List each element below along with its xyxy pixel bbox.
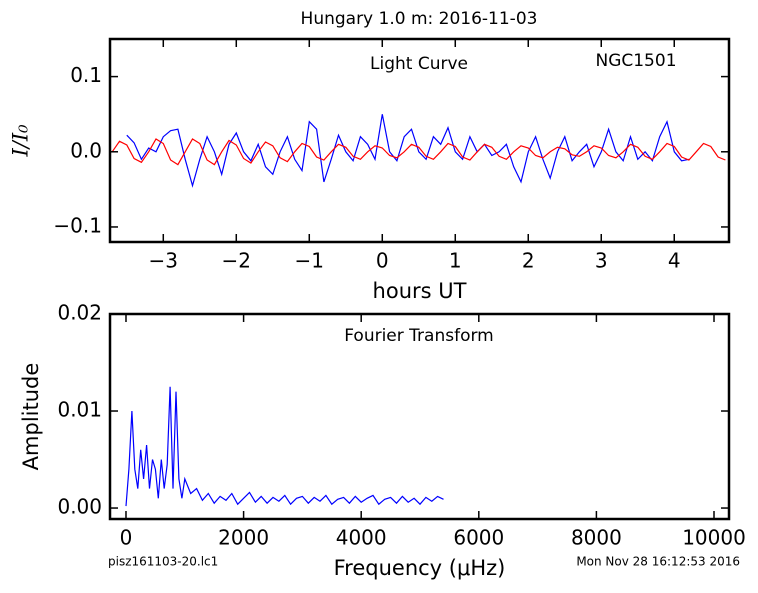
annotation: Fourier Transform (344, 326, 493, 346)
annotation: Light Curve (370, 54, 468, 74)
file-name: pisz161103-20.lc1 (108, 555, 218, 569)
x-tick-label: 3 (595, 249, 608, 273)
y-tick-label: 0.01 (57, 398, 102, 422)
annotation: NGC1501 (595, 51, 676, 71)
x-tick-label: 0 (120, 526, 133, 550)
x-tick-label: 2000 (218, 526, 269, 550)
x-tick-label: 10000 (682, 526, 746, 550)
x-tick-label: −3 (149, 249, 178, 273)
y-tick-label: −0.1 (53, 213, 102, 237)
y-axis-label: I/I₀ (9, 124, 33, 158)
y-tick-label: 0.00 (57, 495, 102, 519)
x-tick-label: 4 (668, 249, 681, 273)
y-tick-label: 0.0 (70, 138, 102, 162)
x-tick-label: 2 (522, 249, 535, 273)
figure-title: Hungary 1.0 m: 2016-11-03 (301, 9, 538, 29)
x-axis-label: Frequency (μHz) (334, 556, 506, 580)
x-tick-label: 4000 (336, 526, 387, 550)
axes-frame (108, 312, 731, 521)
x-tick-label: 6000 (453, 526, 504, 550)
axes-frame (108, 37, 731, 244)
data-line (126, 114, 690, 188)
x-tick-label: 1 (449, 249, 462, 273)
y-tick-label: 0.02 (57, 301, 102, 325)
y-tick-label: 0.1 (70, 63, 102, 87)
x-tick-label: 0 (376, 249, 389, 273)
x-tick-label: −2 (222, 249, 251, 273)
x-axis-label: hours UT (373, 279, 467, 303)
x-tick-label: −1 (295, 249, 324, 273)
y-axis-label: Amplitude (19, 363, 43, 471)
data-line (111, 138, 726, 166)
timestamp: Mon Nov 28 16:12:53 2016 (576, 555, 740, 569)
data-line (125, 386, 444, 507)
x-tick-label: 8000 (571, 526, 622, 550)
